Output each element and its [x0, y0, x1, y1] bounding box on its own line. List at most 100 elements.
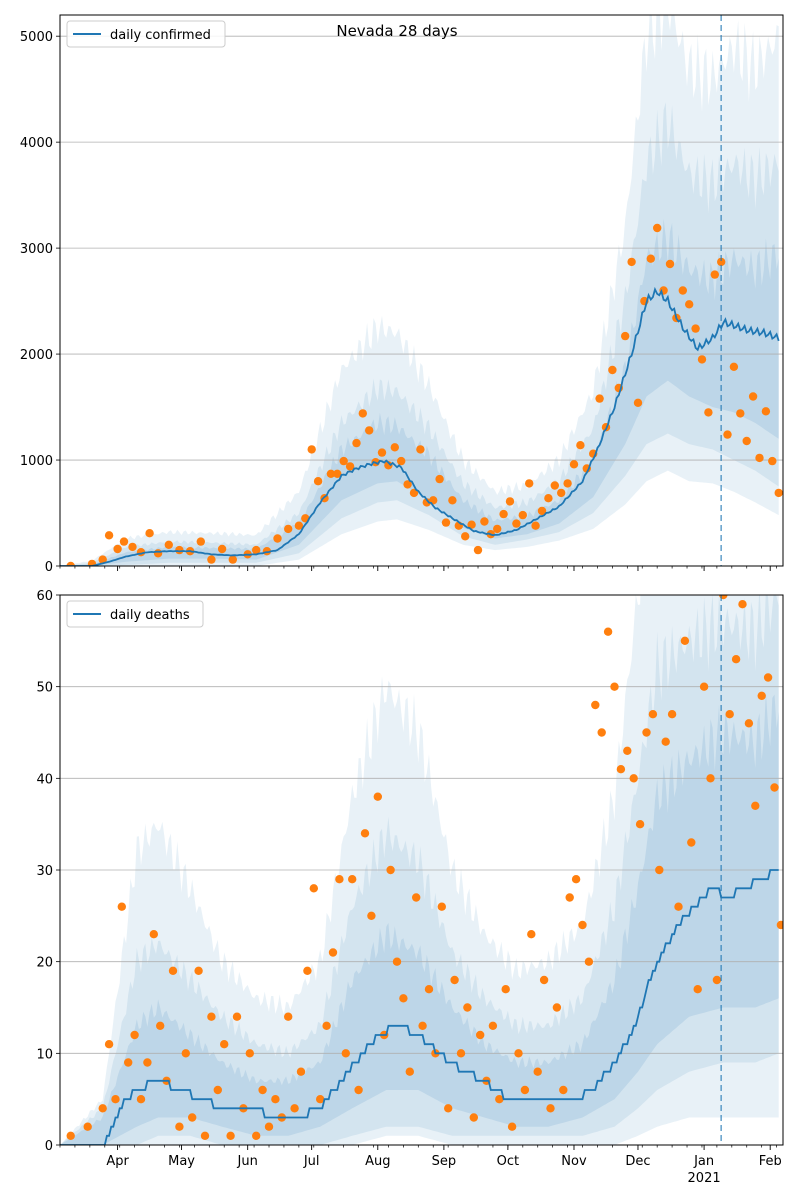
confirmed-observed-point [252, 545, 261, 555]
deaths-observed-point [168, 966, 178, 975]
confirmed-legend-label: daily confirmed [110, 28, 211, 43]
confirmed-observed-point [768, 456, 777, 466]
deaths-observed-point [424, 985, 434, 994]
deaths-observed-point [373, 792, 382, 801]
deaths-observed-point [552, 1003, 562, 1012]
confirmed-observed-point [774, 488, 783, 498]
deaths-observed-point [111, 1095, 120, 1104]
confirmed-observed-point [544, 494, 553, 503]
deaths-observed-point [623, 746, 632, 755]
deaths-observed-point [130, 1030, 139, 1040]
confirmed-observed-point [512, 519, 521, 528]
confirmed-observed-point [755, 453, 764, 463]
deaths-observed-point [763, 673, 773, 682]
confirmed-observed-point [113, 544, 122, 554]
deaths-observed-point [680, 636, 690, 645]
deaths-observed-point [200, 1131, 210, 1141]
deaths-observed-point [616, 765, 626, 774]
deaths-observed-point [776, 920, 783, 930]
confirmed-observed-point [736, 409, 745, 418]
deaths-observed-point [456, 1049, 466, 1058]
confirmed-observed-point [284, 524, 293, 534]
deaths-observed-point [143, 1058, 152, 1067]
confirmed-observed-point [595, 394, 604, 403]
x-tick-label: Oct [497, 1154, 519, 1169]
deaths-observed-point [303, 966, 312, 975]
confirmed-observed-point [409, 488, 419, 498]
confirmed-observed-point [748, 392, 758, 401]
confirmed-observed-point [633, 398, 643, 407]
confirmed-observed-point [422, 498, 431, 507]
confirmed-observed-point [397, 456, 406, 466]
confirmed-observed-point [717, 257, 726, 267]
chart-title: Nevada 28 days [336, 22, 457, 40]
deaths-observed-point [156, 1021, 165, 1030]
confirmed-observed-point [505, 497, 515, 506]
confirmed-observed-point [207, 555, 216, 564]
x-tick-label: Jan [693, 1154, 714, 1169]
confirmed-observed-point [339, 456, 348, 466]
deaths-observed-point [348, 875, 357, 884]
deaths-line-series [60, 869, 779, 1145]
deaths-observed-point [469, 1113, 478, 1122]
deaths-observed-point [83, 1122, 92, 1131]
deaths-observed-point [341, 1049, 350, 1058]
x-tick-label: Sep [432, 1154, 457, 1169]
confirmed-observed-point [273, 534, 282, 543]
deaths-gridlines [60, 686, 783, 1054]
deaths-observed-point [674, 902, 683, 911]
deaths-observed-point [661, 737, 670, 746]
confirmed-observed-point [87, 559, 97, 566]
confirmed-observed-point [697, 355, 707, 364]
confirmed-observed-point [448, 496, 457, 505]
confirmed-observed-point [128, 542, 137, 552]
confirmed-band-2 [60, 218, 779, 566]
deaths-observed-point [527, 930, 536, 939]
deaths-observed-point [124, 1058, 133, 1067]
confirmed-observed-point [326, 469, 336, 478]
confirmed-observed-point [416, 445, 425, 454]
deaths-observed-point [367, 911, 376, 920]
confirmed-observed-point [461, 532, 470, 541]
confirmed-observed-point [384, 461, 393, 470]
deaths-observed-point [507, 1122, 517, 1131]
deaths-observed-point [418, 1021, 427, 1030]
deaths-observed-point [642, 728, 651, 737]
deaths-observed-point [290, 1104, 299, 1113]
confirmed-observed-point [621, 331, 630, 341]
confirmed-observed-point [493, 524, 502, 534]
deaths-y-tick-label: 0 [45, 1139, 53, 1154]
confirmed-observed-point [563, 479, 572, 488]
deaths-observed-point [591, 700, 600, 710]
confirmed-observed-point [313, 477, 323, 486]
confirmed-observed-points [66, 223, 783, 566]
deaths-legend: daily deaths [66, 600, 204, 628]
confirmed-frame [59, 14, 784, 567]
confirmed-observed-point [175, 545, 184, 555]
deaths-observed-point [66, 1131, 75, 1141]
x-tick-label: Feb [759, 1154, 782, 1169]
confirmed-observed-point [761, 407, 771, 416]
confirmed-observed-point [377, 448, 387, 457]
confirmed-observed-point [569, 460, 579, 469]
confirmed-observed-point [550, 481, 559, 490]
deaths-observed-point [597, 728, 606, 737]
confirmed-band-1 [60, 102, 779, 566]
deaths-y-tick-label: 30 [36, 864, 53, 879]
confirmed-observed-point [228, 555, 237, 564]
confirmed-observed-point [704, 408, 713, 417]
deaths-observed-point [693, 985, 702, 994]
deaths-observed-point [181, 1049, 190, 1058]
deaths-observed-point [360, 829, 370, 838]
deaths-x-ticks: Apr May Jun Jul Aug Sep Oct Nov Dec Jan Feb [59, 1145, 782, 1169]
confirmed-y-ticks: 0 1000 2000 3000 4000 5000 [20, 30, 60, 575]
deaths-observed-point [386, 865, 395, 875]
deaths-y-tick-label: 20 [36, 956, 53, 971]
x-tick-label: Nov [561, 1154, 587, 1169]
confirmed-observed-point [646, 254, 655, 263]
deaths-observed-point [271, 1095, 280, 1104]
confirmed-observed-point [531, 521, 540, 530]
confirmed-observed-point [164, 540, 173, 549]
confirmed-observed-point [294, 521, 304, 530]
